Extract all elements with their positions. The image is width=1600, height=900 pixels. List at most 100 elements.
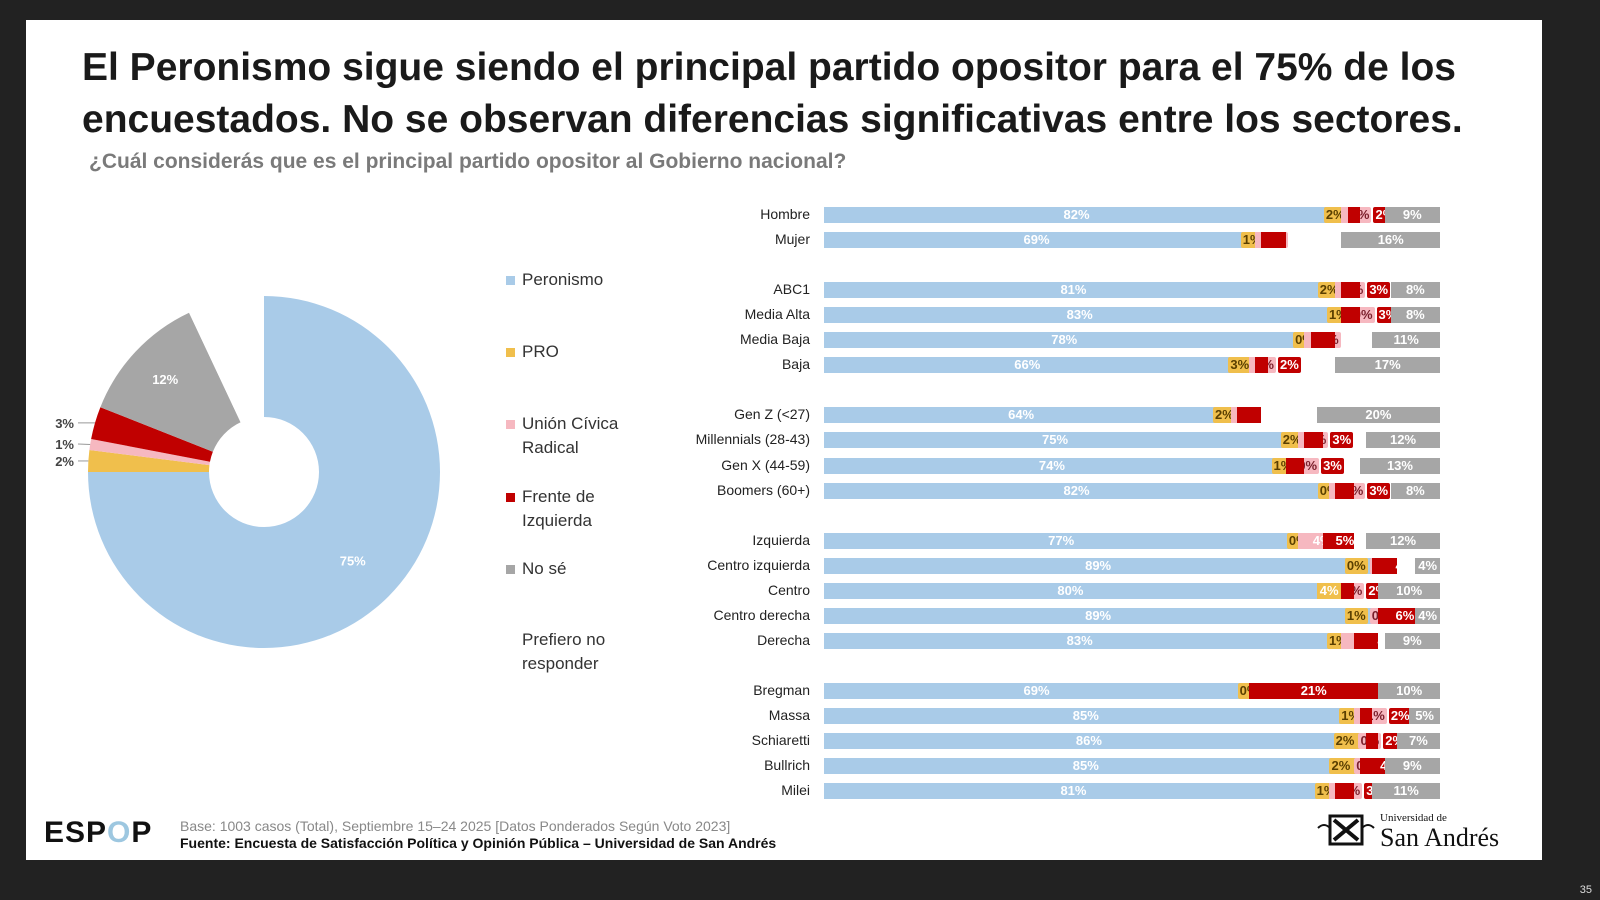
bar-segment-ucr <box>1329 482 1336 499</box>
question-subtitle: ¿Cuál considerás que es el principal par… <box>89 150 846 174</box>
bar-segment-peronismo <box>824 708 1348 724</box>
footer-source: Fuente: Encuesta de Satisfacción Polític… <box>180 835 777 851</box>
bar-row-label: ABC1 <box>773 281 810 298</box>
legend-swatch <box>506 493 515 502</box>
bar-segment-nose <box>1316 407 1440 424</box>
bar-row-label: Mujer <box>774 231 810 248</box>
question-subtitle-text: ¿Cuál considerás que es el principal par… <box>89 150 847 173</box>
donut-chart: 75% 2% 1% 3% 12% <box>55 296 440 648</box>
bar-segment-label: 64% <box>1008 407 1035 423</box>
bar-segment-ucr <box>1329 783 1336 800</box>
page-number: 35 <box>1579 884 1592 896</box>
bar-row-label: Gen X (44-59) <box>721 456 810 473</box>
bar-segment-peronismo <box>824 307 1336 324</box>
bar-segment-nose <box>1415 557 1440 574</box>
bar-segment-label: 1% <box>1344 607 1368 624</box>
bar-segment-ucr <box>1255 232 1262 249</box>
bar-segment-label: 4% <box>1263 407 1283 423</box>
bar-segment-fit <box>1378 607 1416 624</box>
bar-segment-ucr <box>1249 357 1256 374</box>
pie-slice-frente-de-izquierda <box>91 407 213 462</box>
bar-segment-peronismo <box>824 682 1250 699</box>
bar-segment-fit <box>1261 232 1286 249</box>
bar-segment-label: 16% <box>1377 232 1404 248</box>
bar-segment-ucr <box>1353 708 1360 724</box>
bar-segment-label: 3% <box>1367 482 1391 499</box>
bar-segment-label: 81% <box>1060 783 1087 799</box>
udesa-logo: Universidad de San Andrés <box>1316 812 1526 852</box>
bar-segment-nose <box>1378 582 1440 599</box>
bar-segment-label: 4% <box>1395 557 1415 573</box>
bar-segment-peronismo <box>824 632 1336 649</box>
bar-segment-label: 2% <box>1280 432 1304 449</box>
pie-label: 2% <box>55 454 74 469</box>
bar-segment-label: 10% <box>1396 582 1423 598</box>
bar-segment-fit <box>1249 682 1379 699</box>
bar-segment-label: 2% <box>1317 282 1341 299</box>
bar-segment-nose <box>1396 733 1440 750</box>
bar-segment-peronismo <box>824 207 1330 223</box>
bar-segment-label: 3% <box>1330 432 1354 449</box>
bar-segment-label: 2% <box>1323 207 1347 223</box>
bar-segment-nose <box>1415 607 1440 624</box>
legend-label: Peronismo <box>522 270 604 289</box>
bar-row-label: Gen Z (<27) <box>734 406 810 423</box>
bar-row-label: Baja <box>781 356 810 373</box>
bar-segment-fit <box>1359 758 1385 775</box>
pie-slice-no-s- <box>100 312 241 452</box>
bar-row-label: Bregman <box>753 681 810 698</box>
bar-segment-ucr <box>1298 432 1305 449</box>
bar-segment-label: 83% <box>1066 632 1093 648</box>
bar-segment-nose <box>1372 332 1440 349</box>
bar-segment-peronismo <box>824 407 1219 424</box>
bar-segment-label: 10% <box>1396 682 1423 698</box>
bar-segment-peronismo <box>824 607 1373 624</box>
bar-segment-peronismo <box>824 733 1354 750</box>
bar-segment-peronismo <box>824 582 1317 599</box>
legend-label: Unión Cívica Radical <box>522 414 619 457</box>
bar-segment-nose <box>1359 457 1440 474</box>
bar-segment-label: 12% <box>1390 432 1417 448</box>
bar-segment-label: 0% <box>1344 557 1368 574</box>
bar-segment-label: 11% <box>1393 332 1419 348</box>
bar-segment-peronismo <box>824 532 1299 549</box>
bar-segment-peronismo <box>824 232 1250 249</box>
title-line-1: El Peronismo sigue siendo el principal p… <box>82 46 1456 89</box>
legend-swatch <box>506 276 515 285</box>
bar-segment-ucr <box>1341 207 1348 223</box>
bar-segment-ucr <box>1341 632 1354 649</box>
bar-row-label: Centro derecha <box>713 606 810 623</box>
bar-segment-label: 12% <box>1390 532 1417 548</box>
bar-segment-label: 82% <box>1063 482 1090 498</box>
bar-segment-label: 69% <box>1023 232 1050 248</box>
bar-segment-nose <box>1335 357 1440 374</box>
udesa-crest-icon <box>1317 814 1375 846</box>
pie-label: 12% <box>152 372 178 387</box>
bar-segment-fit <box>1353 632 1379 649</box>
legend-label: No sé <box>522 559 567 578</box>
bar-segment-label: 21% <box>1300 682 1327 698</box>
bar-segment-label: 80% <box>1057 582 1084 598</box>
title-line-2: encuestados. No se observan diferencias … <box>82 98 1463 141</box>
pie-slice-peronismo <box>88 296 440 648</box>
legend-swatch <box>506 348 515 357</box>
logo-text-small: Universidad de <box>1380 812 1447 824</box>
bar-segment-label: 9% <box>1402 207 1422 222</box>
bar-segment-fit <box>1366 733 1379 750</box>
bar-segment-label: 85% <box>1072 758 1099 774</box>
bar-segment-label: 4% <box>1418 607 1438 623</box>
pie-slice-prefiero-no-responder <box>189 296 264 423</box>
bar-segment-nose <box>1390 307 1440 324</box>
bar-row-label: Hombre <box>760 206 810 222</box>
pie-slice-pro <box>88 449 210 472</box>
bar-segment-label: 82% <box>1063 207 1090 222</box>
bar-segment-fit <box>1341 307 1360 324</box>
bar-segment-nose <box>1378 682 1440 699</box>
bar-segment-label: 81% <box>1060 282 1087 298</box>
bar-segment-pro <box>1316 582 1342 599</box>
bar-segment-nose <box>1384 207 1440 223</box>
bar-segment-label: 4% <box>1291 232 1311 248</box>
bar-segment-label: 77% <box>1048 532 1075 548</box>
bar-segment-nose <box>1366 532 1440 549</box>
bar-segment-peronismo <box>824 783 1323 800</box>
